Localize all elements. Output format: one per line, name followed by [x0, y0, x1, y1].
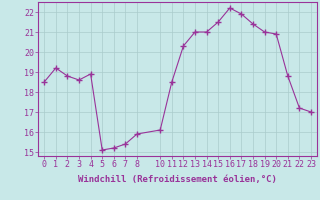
X-axis label: Windchill (Refroidissement éolien,°C): Windchill (Refroidissement éolien,°C): [78, 175, 277, 184]
